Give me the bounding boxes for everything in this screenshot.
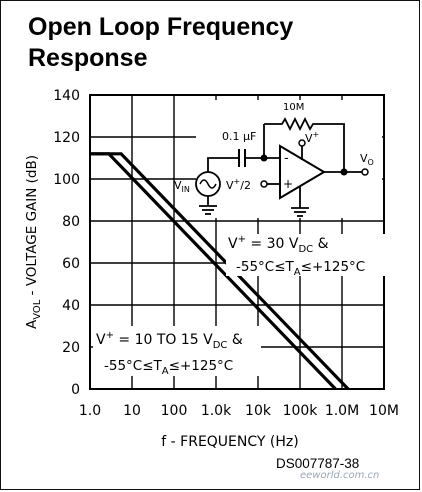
inverting-node-dot <box>260 154 268 162</box>
x-tick-label: 1.0 <box>79 403 101 419</box>
annotation-10v-line2: -55°C≤TA≤+125°C <box>104 358 233 377</box>
y-tick-label: 120 <box>53 130 80 146</box>
x-tick-labels: 1.0 10 100 1.0k 10k 100k 1.0M 10M <box>79 403 399 419</box>
x-tick-label: 10M <box>369 403 399 419</box>
input-wire <box>207 157 238 172</box>
vin-label: VIN <box>174 179 190 194</box>
resistor-value-label: 10M <box>283 102 304 113</box>
op-amp-plus-label: + <box>283 177 293 191</box>
x-tick-label: 100 <box>161 403 188 419</box>
y-tick-label: 40 <box>62 298 80 314</box>
capacitor-value-label: 0.1 µF <box>222 130 256 143</box>
title-line-1: Open Loop Frequency <box>28 13 294 41</box>
annotation-10v-bg <box>93 326 261 376</box>
y-axis-label: AVOL - VOLTAGE GAIN (dB) <box>24 155 43 329</box>
annotation-30v-line2: -55°C≤TA≤+125°C <box>236 259 365 278</box>
y-tick-label: 80 <box>62 214 80 230</box>
x-tick-label: 100k <box>283 403 319 419</box>
annotation-30v-bg <box>226 234 386 276</box>
output-terminal <box>361 168 369 176</box>
x-tick-label: 1.0k <box>201 403 232 419</box>
y-tick-label: 100 <box>53 172 80 188</box>
series-line-2 <box>90 152 350 391</box>
series <box>90 152 350 391</box>
annotation-10v-line1: V+ = 10 TO 15 VDC & <box>96 330 243 351</box>
output-node-dot <box>340 168 348 176</box>
x-axis-label: f - FREQUENCY (Hz) <box>161 434 298 450</box>
half-supply-terminal <box>260 180 268 188</box>
figure-title: Open Loop Frequency Response <box>28 12 293 74</box>
y-tick-label: 140 <box>53 88 80 104</box>
y-tick-labels: 0 20 40 60 80 100 120 140 <box>53 88 80 398</box>
y-tick-label: 60 <box>62 256 80 272</box>
x-tick-label: 10 <box>123 403 141 419</box>
op-amp-minus-label: - <box>284 151 289 166</box>
sine-wave-icon <box>199 179 217 189</box>
title-line-2: Response <box>28 44 148 72</box>
y-tick-label: 0 <box>71 382 80 398</box>
x-tick-label: 10k <box>245 403 272 419</box>
x-tick-label: 1.0M <box>325 403 359 419</box>
inset-circuit: 10M 0.1 µF VIN V+/2 - + V+ <box>174 100 382 218</box>
half-supply-label: V+/2 <box>226 177 251 192</box>
y-tick-label: 20 <box>62 340 80 356</box>
watermark-text: eeworld.com.cn <box>300 470 380 481</box>
feedback-resistor <box>264 116 345 172</box>
document-code: DS007787-38 <box>276 456 360 471</box>
supply-terminal <box>298 139 306 147</box>
